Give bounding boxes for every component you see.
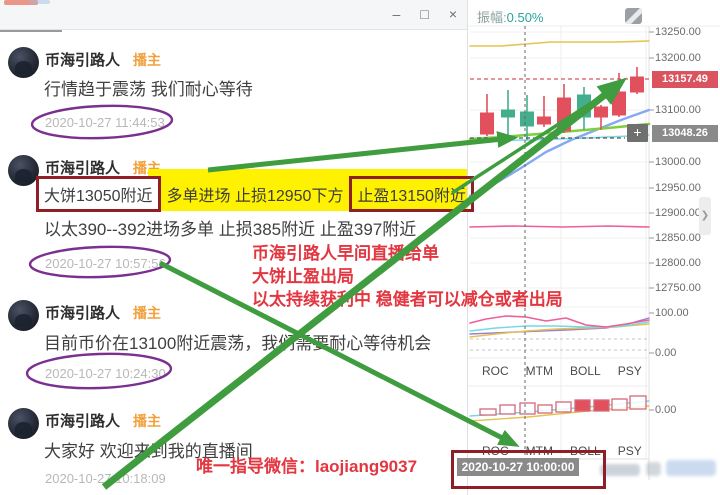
message-timestamp: 2020-10-27 10:57:56: [45, 256, 166, 271]
price-axis-label: 0.00: [655, 347, 677, 359]
indicator-tabs-upper: ROC MTM BOLL PSY: [482, 364, 642, 378]
sender-name-row: 币海引路人 播主: [45, 49, 161, 70]
live-note-line: 以太持续获利中 稳健者可以减仓或者出局: [252, 290, 563, 309]
price-axis-label: 0.00: [655, 404, 677, 416]
tab-roc[interactable]: ROC: [482, 364, 509, 378]
window-controls: – □ ×: [393, 4, 457, 24]
host-badge: 播主: [133, 413, 162, 429]
avatar[interactable]: [8, 300, 39, 331]
price-axis-label: 12900.00: [655, 207, 701, 219]
tab-psy[interactable]: PSY: [617, 444, 642, 458]
chat-window: – □ × 币海引路人 播主 行情趋于震荡 我们耐心等待 2020-10-27 1…: [0, 0, 563, 486]
live-trade-notes: 币海引路人早间直播给单 大饼止盈出局 以太持续获利中 稳健者可以减仓或者出局: [252, 242, 563, 311]
price-axis-label: 12950.00: [655, 182, 701, 194]
host-badge: 播主: [133, 305, 162, 321]
chat-message: 目前币价在13100附近震荡，我们需要耐心等待机会: [44, 334, 432, 353]
watermark: [666, 460, 716, 476]
sender-name: 币海引路人: [45, 305, 121, 322]
window-titlebar: – □ ×: [0, 0, 467, 30]
app-logo-smudge2: [30, 0, 50, 4]
amplitude-label: 振幅:: [477, 10, 507, 25]
sender-name-row: 币海引路人 播主: [45, 302, 161, 323]
avatar[interactable]: [8, 47, 39, 78]
profit-annotation-box: 止盈13150附近: [349, 176, 474, 212]
message-timestamp: 2020-10-27 11:44:53: [45, 115, 165, 130]
entry-annotation-box: 大饼13050附近: [36, 176, 161, 212]
plus-button[interactable]: +: [627, 124, 648, 142]
amplitude-readout: 振幅:0.50%: [477, 7, 544, 26]
live-note-line: 大饼止盈出局: [252, 267, 354, 286]
price-axis-label: 13100.00: [655, 104, 701, 116]
price-axis-label: 13000.00: [655, 156, 701, 168]
tab-indicator-line: [0, 30, 62, 32]
entry-text: 多单进场 止损12950下方: [166, 188, 344, 205]
last-price-badge: 13157.49: [652, 71, 718, 88]
message-timestamp: 2020-10-27 10:18:09: [45, 471, 166, 486]
watermark: [646, 462, 661, 476]
host-badge: 播主: [133, 52, 162, 68]
price-axis-label: 13250.00: [655, 26, 701, 38]
price-axis-label: 12800.00: [655, 257, 701, 269]
price-axis-label: 100.00: [655, 307, 689, 319]
sender-name-row: 币海引路人 播主: [45, 157, 161, 178]
minimize-button[interactable]: –: [392, 6, 401, 22]
avatar[interactable]: [8, 155, 39, 186]
live-note-line: 币海引路人早间直播给单: [252, 244, 439, 263]
tab-boll[interactable]: BOLL: [570, 364, 601, 378]
crosshair-price-badge: 13048.26: [652, 125, 718, 142]
amplitude-value: 0.50%: [506, 10, 544, 25]
wechat-contact-note: 唯一指导微信：laojiang9037: [196, 457, 418, 476]
tab-mtm[interactable]: MTM: [525, 364, 553, 378]
panel-expander[interactable]: ❯: [699, 197, 711, 235]
app-logo-smudge: [4, 0, 38, 5]
sender-name: 币海引路人: [45, 413, 121, 430]
tab-psy[interactable]: PSY: [617, 364, 642, 378]
sender-name: 币海引路人: [45, 160, 121, 177]
message-timestamp: 2020-10-27 10:24:30: [45, 366, 166, 381]
time-annotation-box: [451, 450, 606, 489]
trade-entry-line: 大饼13050附近 多单进场 止损12950下方 止盈13150附近: [36, 176, 474, 212]
price-axis-label: 12850.00: [655, 232, 701, 244]
price-axis-label: 13200.00: [655, 52, 701, 64]
watermark: [600, 464, 640, 476]
sender-name: 币海引路人: [45, 52, 121, 69]
sender-name-row: 币海引路人 播主: [45, 410, 161, 431]
chat-message: 以太390--392进场多单 止损385附近 止盈397附近: [44, 220, 417, 239]
screenshot-icon[interactable]: [625, 8, 642, 24]
price-axis-label: 12750.00: [655, 282, 701, 294]
maximize-button[interactable]: □: [420, 6, 429, 22]
close-button[interactable]: ×: [448, 6, 457, 22]
chat-message: 行情趋于震荡 我们耐心等待: [44, 80, 253, 99]
avatar[interactable]: [8, 408, 39, 439]
